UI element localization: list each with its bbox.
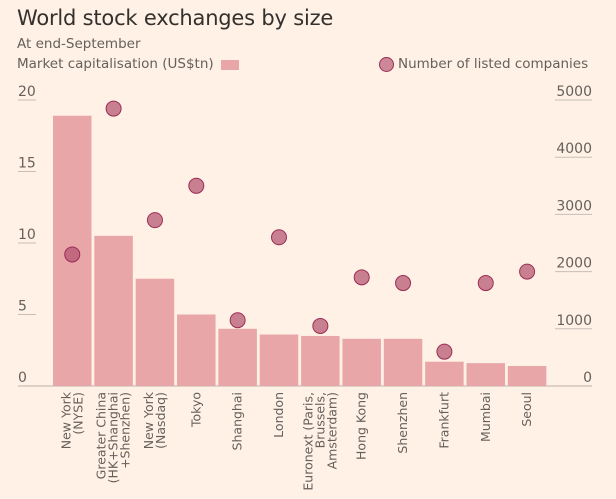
dot-listed-companies <box>229 312 246 329</box>
dot-listed-companies <box>146 212 163 229</box>
bar-market-cap <box>177 314 216 386</box>
chart-subtitle: At end-September <box>17 36 141 52</box>
bar-market-cap <box>259 334 299 386</box>
dot-listed-companies <box>312 317 329 334</box>
dot-listed-companies <box>395 275 412 292</box>
category-label-line: (NYSE) <box>70 392 85 435</box>
right-tick-label: 5000 <box>556 84 592 100</box>
right-tick-label: 4000 <box>556 141 592 157</box>
bar-market-cap <box>218 328 257 386</box>
category-label-line: Tokyo <box>188 392 203 428</box>
left-tick-label: 5 <box>18 299 27 315</box>
category-label-line: Greater China <box>94 392 109 479</box>
dot-listed-companies <box>64 246 81 263</box>
bar-market-cap <box>425 361 464 386</box>
dot-listed-companies <box>188 177 205 194</box>
dot-listed-companies <box>436 343 453 360</box>
dot-listed-companies <box>353 269 370 286</box>
category-label: Euronext (Paris,Brussels,Amsterdam) <box>300 392 339 491</box>
bar-market-cap <box>507 365 547 386</box>
category-label: Frankfurt <box>436 392 451 449</box>
bar-market-cap <box>342 338 381 386</box>
dot-listed-companies <box>519 263 536 280</box>
category-label: New York(Nasdaq) <box>141 391 168 449</box>
category-label-line: London <box>271 392 286 438</box>
left-tick-label: 0 <box>18 370 27 386</box>
legend-bar-swatch-icon <box>220 60 239 70</box>
legend-market-cap: Market capitalisation (US$tn) <box>17 56 239 72</box>
category-label: Hong Kong <box>354 392 369 460</box>
category-label: Shanghai <box>230 392 245 450</box>
category-label: London <box>271 392 286 438</box>
category-label-line: Frankfurt <box>436 392 451 449</box>
dot-listed-companies <box>477 275 494 292</box>
dot-listed-companies <box>271 229 287 246</box>
dot-listed-companies <box>105 100 122 117</box>
category-labels: New York(NYSE) Greater China(HK+Shanghai+… <box>58 391 534 490</box>
right-tick-label: 1000 <box>556 313 592 329</box>
right-tick-label: 3000 <box>556 198 592 214</box>
left-tick-label: 15 <box>18 156 36 172</box>
bar-market-cap <box>94 235 133 386</box>
category-label: Mumbai <box>478 392 493 442</box>
category-label: Greater China(HK+Shanghai+Shenzhen) <box>94 392 133 483</box>
legend-listed-companies-label: Number of listed companies <box>398 56 589 72</box>
chart-title: World stock exchanges by size <box>17 6 334 30</box>
left-tick-label: 10 <box>18 227 36 243</box>
right-tick-label: 0 <box>583 370 592 386</box>
category-label-line: Brussels, <box>312 392 327 448</box>
legend-listed-companies: Number of listed companies <box>379 56 588 72</box>
legend-dot-icon <box>379 57 394 72</box>
category-label-line: New York <box>141 391 156 449</box>
dot-series <box>64 100 536 360</box>
category-label-line: (Nasdaq) <box>153 392 168 449</box>
bar-market-cap <box>135 278 175 386</box>
category-label-line: Euronext (Paris, <box>300 392 315 491</box>
bar-market-cap <box>383 338 423 386</box>
category-label: Seoul <box>519 392 534 427</box>
category-label-line: Hong Kong <box>354 392 369 460</box>
category-label-line: Shenzhen <box>395 392 410 454</box>
category-label: New York(NYSE) <box>58 391 85 449</box>
bar-market-cap <box>301 335 340 386</box>
bar-series <box>53 115 547 386</box>
right-tick-label: 2000 <box>556 256 592 272</box>
category-label-line: (HK+Shanghai <box>106 392 121 483</box>
category-label-line: Amsterdam) <box>324 392 339 469</box>
category-label-line: Mumbai <box>478 392 493 442</box>
right-axis: 0 1000 2000 3000 4000 5000 <box>555 84 592 386</box>
category-label: Shenzhen <box>395 392 410 454</box>
left-tick-label: 20 <box>18 84 36 100</box>
category-label-line: Shanghai <box>230 392 245 450</box>
legend-market-cap-label: Market capitalisation (US$tn) <box>17 56 214 72</box>
category-label: Tokyo <box>188 392 203 428</box>
category-label-line: New York <box>58 391 73 449</box>
category-label-line: Seoul <box>519 392 534 427</box>
bar-market-cap <box>466 363 505 386</box>
category-label-line: +Shenzhen) <box>118 392 133 469</box>
